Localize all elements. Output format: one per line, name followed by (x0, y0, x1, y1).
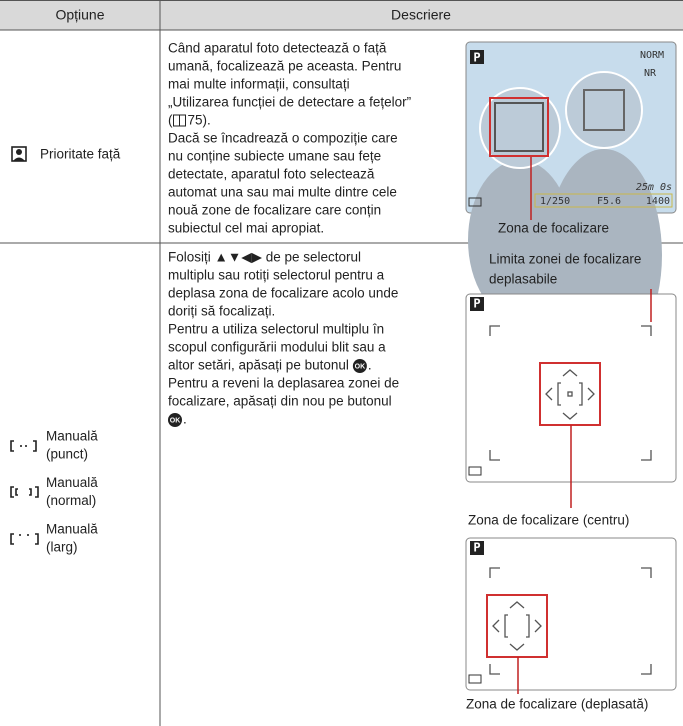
description-line: subiectul cel mai apropiat. (168, 221, 324, 236)
description-line: Pentru a utiliza selectorul multiplu în (168, 322, 384, 337)
description-line: deplasa zona de focalizare acolo unde (168, 286, 398, 301)
description-line: doriți să focalizați. (168, 304, 275, 319)
description-line: . (368, 358, 372, 373)
description-line: Folosiți ▲▼◀▶ de pe selectorul (168, 250, 361, 265)
screen-bar (534, 193, 673, 208)
option-label: (larg) (46, 540, 78, 555)
screen-shots: 1400 (646, 196, 670, 207)
screen-shutter: 1/250 (540, 196, 570, 207)
option-label: (punct) (46, 447, 88, 462)
book-icon (179, 114, 186, 127)
caption: deplasabile (489, 272, 557, 287)
header-description: Descriere (391, 7, 451, 23)
description-line: Când aparatul foto detectează o față (168, 41, 387, 56)
option-label: (normal) (46, 493, 96, 508)
description-line: focalizare, apăsați din nou pe butonul (168, 394, 392, 409)
caption: Zona de focalizare (deplasată) (466, 697, 648, 712)
description-line: nouă zone de focalizare care conțin (168, 203, 381, 218)
description-line: nu conține subiecte umane sau fețe (168, 149, 381, 164)
description-line: Dacă se încadrează o compoziție care (168, 131, 398, 146)
screen-moved (465, 537, 677, 691)
table-header (0, 0, 683, 30)
ok-button-icon (168, 413, 182, 427)
option-label: Manuală (46, 429, 98, 444)
option-label: Manuală (46, 475, 98, 490)
book-icon (173, 114, 180, 127)
caption: Zona de focalizare (centru) (468, 513, 629, 528)
screen-mode: P (473, 297, 480, 311)
screen-quality: NORM (640, 50, 664, 61)
description-line: ( (168, 113, 173, 128)
screen-mode: P (473, 51, 480, 65)
ok-button-label: OK (170, 417, 181, 424)
screen-aperture: F5.6 (597, 196, 621, 207)
description-line: scopul configurării modului blit sau a (168, 340, 386, 355)
description-line: „Utilizarea funcției de detectare a fețe… (168, 95, 411, 110)
description-line: 75). (188, 113, 211, 128)
area-icons (10, 440, 39, 545)
description-line: automat una sau mai multe dintre cele (168, 185, 397, 200)
screen-mode: P (473, 541, 480, 555)
screen-time: 25m 0s (636, 182, 672, 193)
description-line: mai multe informații, consultați (168, 77, 350, 92)
screen-nr: NR (644, 68, 657, 79)
description-line: altor setări, apăsați pe butonul (168, 358, 349, 373)
option-label: Prioritate față (40, 147, 121, 162)
description-line: multiplu sau rotiți selectorul pentru a (168, 268, 385, 283)
description-line: detectate, aparatul foto selectează (168, 167, 375, 182)
face-icon (11, 146, 27, 162)
description-line: . (183, 412, 187, 427)
ok-button-icon (352, 359, 367, 373)
screen-face (465, 41, 677, 361)
description-line: umană, focalizează pe aceasta. Pentru (168, 59, 401, 74)
description-line: Pentru a reveni la deplasarea zonei de (168, 376, 399, 391)
ok-button-label: OK (355, 363, 366, 370)
caption: Zona de focalizare (498, 221, 609, 236)
header-option: Opțiune (55, 7, 104, 23)
option-label: Manuală (46, 522, 98, 537)
screen-center (465, 293, 677, 483)
caption: Limita zonei de focalizare (489, 252, 641, 267)
